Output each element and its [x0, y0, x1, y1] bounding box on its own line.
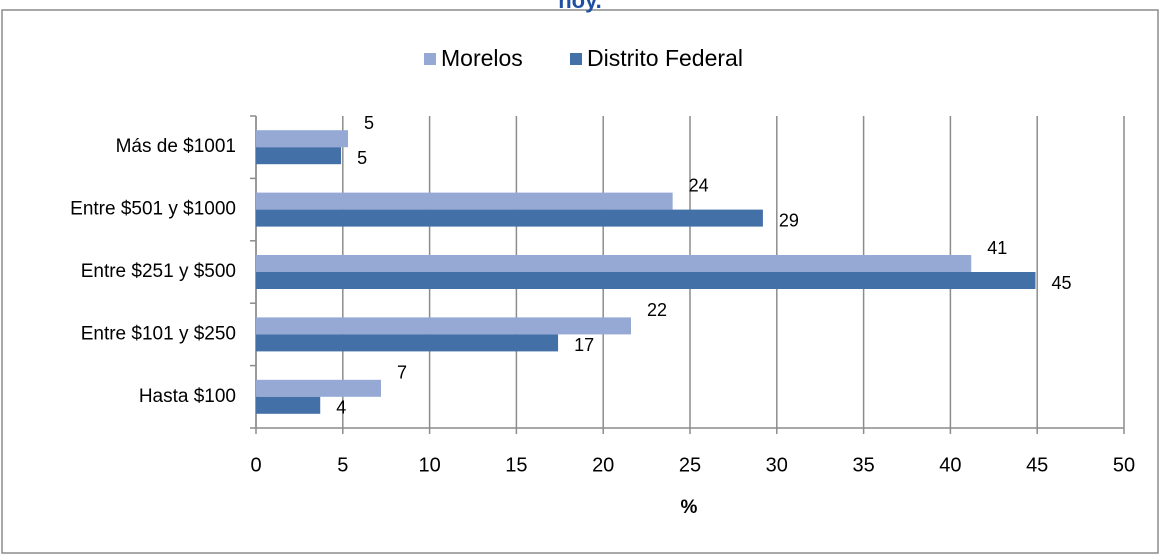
x-tick-label: 20: [592, 454, 614, 476]
data-label: 29: [779, 210, 799, 230]
chart-title: hoy.: [558, 0, 602, 13]
bar: [256, 209, 763, 227]
x-tick-label: 40: [939, 454, 961, 476]
y-tick-label: Más de $1001: [116, 136, 236, 157]
x-tick-label: 35: [852, 454, 874, 476]
bar: [256, 317, 631, 335]
bar: [256, 192, 673, 210]
data-label: 5: [364, 113, 374, 133]
data-label: 24: [689, 175, 709, 195]
x-axis-label: %: [681, 497, 698, 518]
bar: [256, 147, 342, 165]
x-tick-label: 15: [505, 454, 527, 476]
data-label: 5: [357, 148, 367, 168]
data-label: 45: [1051, 273, 1071, 293]
data-label: 4: [336, 398, 346, 418]
bar: [256, 334, 559, 352]
x-tick-label: 0: [250, 454, 261, 476]
data-label: 7: [397, 363, 407, 383]
bar: [256, 130, 349, 148]
bar: [256, 255, 972, 272]
legend-label: Morelos: [441, 45, 523, 71]
bar: [256, 396, 321, 414]
data-label: 17: [574, 335, 594, 355]
data-label: 41: [987, 238, 1007, 258]
legend-swatch: [424, 53, 436, 65]
x-tick-label: 30: [766, 454, 788, 476]
y-tick-label: Entre $101 y $250: [81, 323, 236, 344]
bar: [256, 272, 1036, 289]
x-tick-label: 25: [679, 454, 701, 476]
legend-label: Distrito Federal: [587, 45, 743, 71]
data-label: 22: [647, 300, 667, 320]
y-tick-label: Hasta $100: [139, 386, 236, 407]
x-tick-label: 5: [337, 454, 348, 476]
y-tick-label: Entre $251 y $500: [81, 261, 236, 282]
x-tick-label: 50: [1113, 454, 1135, 476]
y-tick-label: Entre $501 y $1000: [70, 199, 236, 220]
x-tick-label: 10: [418, 454, 440, 476]
x-tick-label: 45: [1026, 454, 1048, 476]
legend-swatch: [570, 53, 582, 65]
bar: [256, 379, 381, 397]
